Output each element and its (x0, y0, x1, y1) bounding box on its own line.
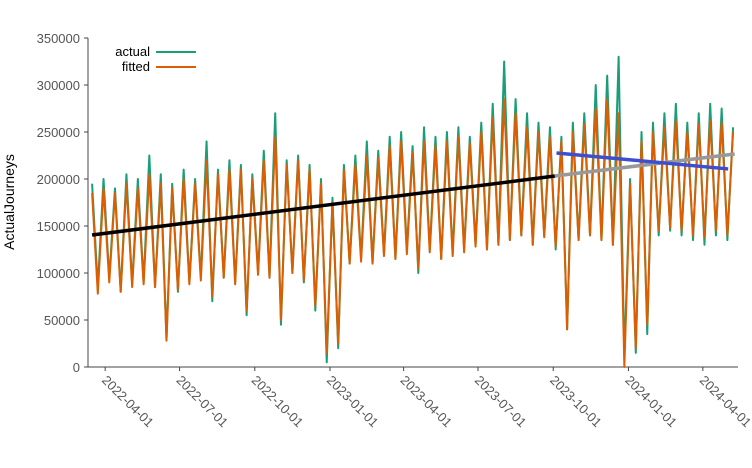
y-tick-label: 250000 (37, 125, 80, 140)
y-tick-label: 350000 (37, 31, 80, 46)
x-tick-label: 2024-01-01 (622, 373, 680, 431)
y-tick-label: 0 (73, 360, 80, 375)
trend-line (554, 152, 735, 178)
x-tick-label: 2024-04-01 (697, 373, 752, 431)
y-tick-label: 50000 (44, 313, 80, 328)
x-tick-label: 2022-04-01 (99, 373, 157, 431)
x-tick-label: 2022-07-01 (173, 373, 231, 431)
x-tick-label: 2023-10-01 (547, 373, 605, 431)
y-axis-label: ActualJourneys (1, 154, 17, 250)
y-tick-label: 100000 (37, 266, 80, 281)
data-line (91, 98, 735, 368)
y-tick-label: 150000 (37, 219, 80, 234)
trend-line (91, 174, 556, 237)
x-tick-label: 2023-01-01 (324, 373, 382, 431)
legend-label: fitted (122, 59, 150, 74)
x-tick-label: 2023-04-01 (397, 373, 455, 431)
trend-line (556, 151, 729, 171)
y-tick-label: 300000 (37, 78, 80, 93)
x-tick-label: 2022-10-01 (249, 373, 307, 431)
legend-label: actual (115, 44, 150, 59)
y-tick-label: 200000 (37, 172, 80, 187)
x-tick-label: 2023-07-01 (472, 373, 530, 431)
